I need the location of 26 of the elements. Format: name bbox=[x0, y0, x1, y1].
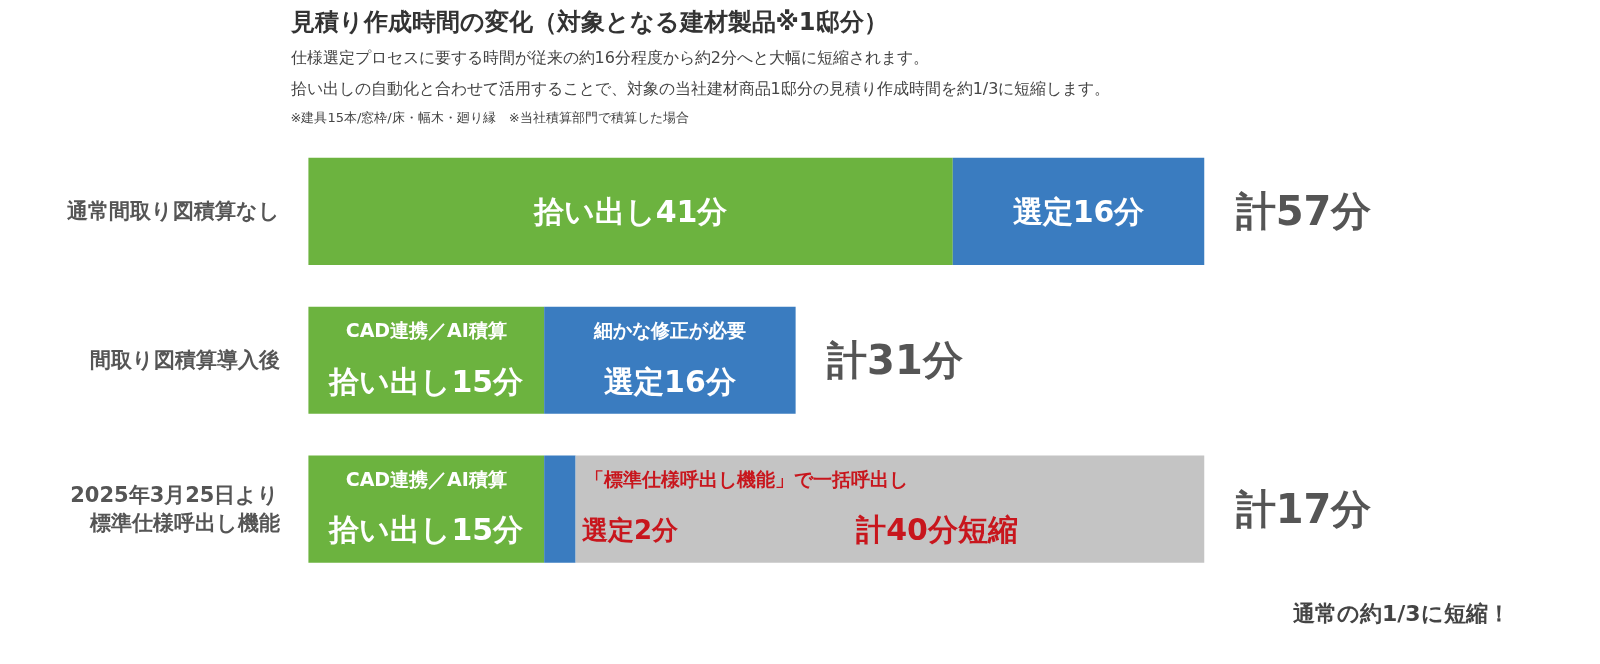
total-label: 計17分 bbox=[1234, 486, 1372, 533]
annotation: 細かな修正が必要 bbox=[592, 319, 746, 342]
annotation: CAD連携／AI積算 bbox=[345, 319, 507, 342]
bar bbox=[308, 157, 953, 265]
text: 拾い出しの自動化と合わせて活用することで、対象の当社建材商品1邸分の見積り作成時間を約1/3に短縮します。 bbox=[290, 78, 1111, 98]
bar bbox=[544, 455, 576, 563]
annotation: 「標準仕様呼出し機能」で一括呼出し bbox=[585, 468, 909, 491]
text: ※建具15本/窓枠/床・幅木・廻り縁 ※当社積算部門で積算した場合 bbox=[290, 109, 689, 125]
data-label: 選定16分 bbox=[604, 363, 736, 399]
y-tick-label: 間取り図積算導入後 bbox=[89, 348, 280, 373]
total-label: 計31分 bbox=[826, 337, 963, 384]
data-label: 拾い出し41分 bbox=[532, 193, 728, 229]
data-label: 計40分短縮 bbox=[855, 512, 1018, 548]
y-tick-label: 通常間取り図積算なし bbox=[65, 199, 280, 224]
text: 通常の約1/3に短縮！ bbox=[1292, 600, 1510, 626]
bar bbox=[575, 455, 1205, 563]
bar bbox=[952, 157, 1205, 265]
y-tick-label: 2025年3月25日より標準仕様呼出し機能 bbox=[70, 482, 280, 536]
data-label: 拾い出し15分 bbox=[328, 363, 524, 399]
data-label: 選定2分 bbox=[581, 514, 679, 545]
annotation: CAD連携／AI積算 bbox=[345, 468, 507, 491]
data-label: 拾い出し15分 bbox=[328, 512, 524, 548]
total-label: 計57分 bbox=[1234, 188, 1372, 235]
chart-subtitle: 仕様選定プロセスに要する時間が従来の約16分程度から約2分へと大幅に短縮されます。 bbox=[289, 47, 930, 67]
data-label: 選定16分 bbox=[1012, 193, 1145, 229]
chart-title: 見積り作成時間の変化（対象となる建材製品※1邸分） bbox=[289, 7, 888, 36]
